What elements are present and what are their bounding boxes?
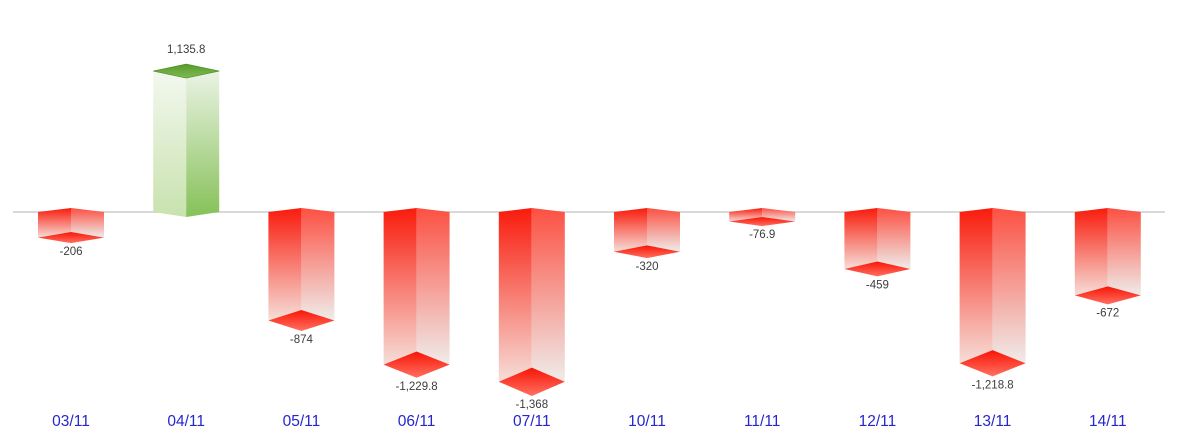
bar-column-14/11[interactable]: -672 xyxy=(1074,208,1141,319)
bar-face-left xyxy=(614,208,647,252)
bar-face-left xyxy=(1074,208,1108,296)
bar-face-right xyxy=(71,208,104,238)
bar-cap xyxy=(268,309,335,331)
bar-cap xyxy=(1074,286,1141,305)
bar-face-right xyxy=(301,208,335,321)
value-label: -76.9 xyxy=(749,229,775,241)
bar-face-right xyxy=(992,208,1026,364)
value-label: -874 xyxy=(290,334,314,346)
bar-column-13/11[interactable]: -1,218.8 xyxy=(959,208,1026,391)
category-label-07/11[interactable]: 07/11 xyxy=(513,413,551,430)
bar-face-left xyxy=(959,208,993,364)
category-label-11/11[interactable]: 11/11 xyxy=(744,413,781,430)
bar-face-right xyxy=(877,208,911,269)
category-label-03/11[interactable]: 03/11 xyxy=(52,413,90,430)
bar-face-right xyxy=(186,71,220,218)
value-label: -1,368 xyxy=(515,399,548,411)
bar-column-10/11[interactable]: -320 xyxy=(614,208,680,273)
bar-cap xyxy=(38,232,104,244)
category-label-13/11[interactable]: 13/11 xyxy=(974,413,1012,430)
bar-column-05/11[interactable]: -874 xyxy=(268,208,335,346)
bar-face-left xyxy=(153,71,187,218)
bar-face-left xyxy=(498,208,532,382)
bar-face-right xyxy=(416,208,450,365)
value-label: -206 xyxy=(59,246,82,258)
bar-face-right xyxy=(531,208,565,382)
bar-cap xyxy=(383,351,450,378)
value-label: -1,229.8 xyxy=(395,381,437,393)
bar-cap xyxy=(614,245,680,259)
bar-column-12/11[interactable]: -459 xyxy=(844,208,911,291)
bar-cap xyxy=(844,261,911,277)
bar-cap xyxy=(498,367,565,396)
bar-cap xyxy=(153,63,220,79)
bar-cap xyxy=(729,216,796,227)
value-label: 1,135.8 xyxy=(167,44,205,56)
bar-face-right xyxy=(1107,208,1141,296)
value-label: -672 xyxy=(1096,307,1119,319)
bar-face-left xyxy=(38,208,71,238)
value-label: -459 xyxy=(866,279,889,291)
category-label-14/11[interactable]: 14/11 xyxy=(1089,413,1127,430)
bar-column-03/11[interactable]: -206 xyxy=(38,208,104,258)
category-label-12/11[interactable]: 12/11 xyxy=(859,413,897,430)
bar-face-left xyxy=(844,208,878,269)
category-label-06/11[interactable]: 06/11 xyxy=(398,413,436,430)
bar-face-right xyxy=(647,208,680,252)
value-label: -1,218.8 xyxy=(971,379,1013,391)
bar-face-right xyxy=(762,208,796,222)
bar-face-left xyxy=(268,208,302,321)
bar-column-07/11[interactable]: -1,368 xyxy=(498,208,565,411)
bar-column-11/11[interactable]: -76.9 xyxy=(729,208,796,241)
bar-face-left xyxy=(729,208,763,222)
bar-face-left xyxy=(383,208,417,365)
category-label-04/11[interactable]: 04/11 xyxy=(167,413,205,430)
category-label-10/11[interactable]: 10/11 xyxy=(628,413,666,430)
category-label-05/11[interactable]: 05/11 xyxy=(283,413,321,430)
value-label: -320 xyxy=(635,261,658,273)
bar-column-04/11[interactable]: 1,135.8 xyxy=(153,44,220,218)
bar-column-06/11[interactable]: -1,229.8 xyxy=(383,208,450,393)
bar-cap xyxy=(959,350,1026,377)
